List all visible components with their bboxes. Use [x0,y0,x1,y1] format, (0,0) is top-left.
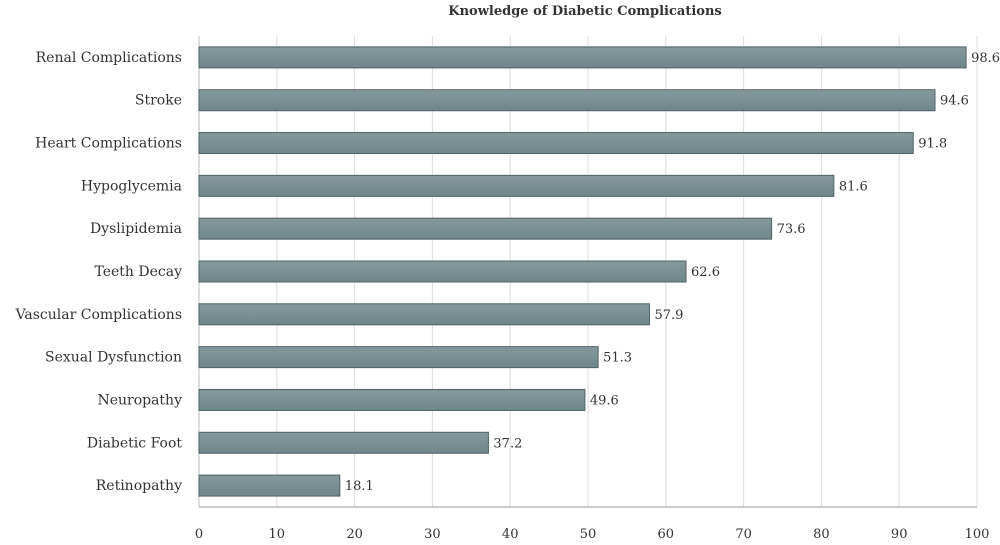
x-tick-label: 60 [658,527,675,542]
data-label: 57.9 [654,308,683,323]
category-label: Stroke [135,93,182,109]
category-label: Sexual Dysfunction [45,350,182,366]
x-tick-label: 90 [891,527,908,542]
bar [198,474,341,497]
data-label: 73.6 [777,222,806,237]
data-label: 37.2 [493,436,522,451]
x-tick-label: 50 [580,527,597,542]
data-label: 98.6 [971,51,1000,66]
data-label: 51.3 [603,351,632,366]
x-tick-label: 80 [813,527,830,542]
category-label: Retinopathy [96,478,182,494]
chart-title: Knowledge of Diabetic Complications [448,4,722,19]
x-tick-label: 0 [195,527,203,542]
bar [198,260,687,283]
x-tick-label: 10 [269,527,286,542]
x-tick-label: 100 [965,527,990,542]
x-tick-label: 70 [735,527,752,542]
category-label: Renal Complications [36,50,182,66]
bar [198,346,599,369]
bar [198,388,586,411]
bar [198,89,936,112]
data-label: 62.6 [691,265,720,280]
data-label: 81.6 [839,179,868,194]
bar [198,217,773,240]
bar [198,132,914,155]
category-label: Diabetic Foot [87,435,182,451]
data-label: 18.1 [345,479,374,494]
bar [198,303,650,326]
bar [198,46,967,69]
category-label: Dyslipidemia [90,221,182,237]
data-label: 49.6 [590,393,619,408]
category-label: Teeth Decay [94,264,182,280]
x-tick-label: 40 [502,527,519,542]
data-label: 94.6 [940,94,969,109]
category-label: Neuropathy [97,392,182,408]
bar [198,174,835,197]
data-label: 91.8 [918,137,947,152]
x-tick-label: 30 [424,527,441,542]
x-tick-label: 20 [346,527,363,542]
category-label: Hypoglycemia [81,178,182,194]
category-label: Heart Complications [35,136,182,152]
category-label: Vascular Complications [15,307,182,323]
bar [198,431,489,454]
